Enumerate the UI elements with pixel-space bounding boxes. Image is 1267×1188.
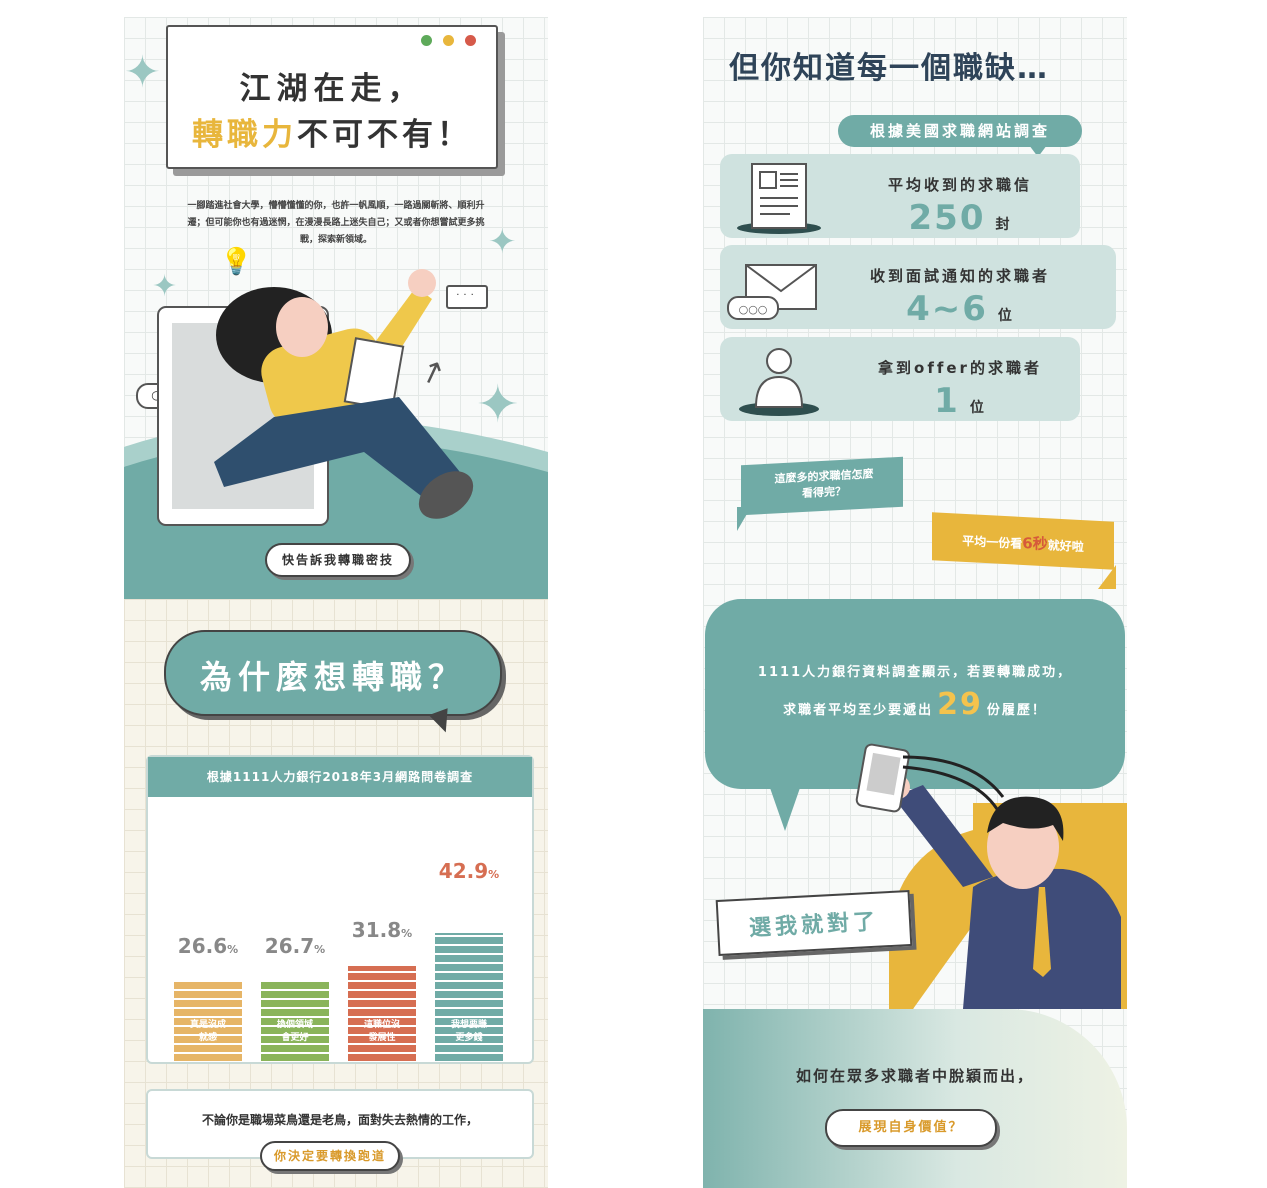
hero-intro-text: 一腳踏進社會大學，懵懵懂懂的你，也許一帆風順，一路過關斬將、順利升遷；但可能你也… <box>187 201 485 245</box>
right-infographic-panel: 但你知道每一個職缺… 根據美國求職網站調查 平均收到的求職信 250 封 ○○○ … <box>703 17 1127 1188</box>
chart-bar: 換個領域會更好 <box>261 982 329 1061</box>
hero-title-line2: 轉職力不可不有！ <box>168 109 496 154</box>
closing-section: 如何在眾多求職者中脫穎而出， <box>703 1009 1127 1188</box>
stat-value: 4~6 位 <box>840 289 1080 329</box>
chart-value-label: 26.7% <box>264 934 326 958</box>
person-icon <box>739 348 819 416</box>
footer-text: 不論你是職場菜鳥還是老鳥，面對失去熱情的工作， <box>201 1113 478 1127</box>
why-heading: 為什麼想轉職？ <box>199 658 466 696</box>
bank-line1: 1111人力銀行資料調查顯示，若要轉職成功， <box>757 665 1073 680</box>
stat-number: 250 <box>908 198 986 238</box>
hero-section: ✦ ✦ ✦ ✦ 江湖在走， 轉職力不可不有！ 一腳踏進社會大學，懵懵懂懂的你，也… <box>124 17 548 599</box>
chat-dots-icon: ··· <box>446 285 488 309</box>
window-dot-red <box>465 35 476 46</box>
stat-unit: 位 <box>969 400 986 416</box>
footer-card: 不論你是職場菜鳥還是老鳥，面對失去熱情的工作， <box>146 1089 534 1159</box>
answer-bubble: 平均一份看6秒就好啦 <box>932 512 1114 570</box>
chart-bar: 真是沒成就感 <box>174 982 242 1061</box>
bank-line2-suffix: 份履歷！ <box>986 703 1047 718</box>
question-text: 這麼多的求職信怎麼看得完？ <box>774 467 874 501</box>
closing-text: 如何在眾多求職者中脫穎而出， <box>795 1067 1034 1085</box>
hero-title-rest: 不可不有！ <box>297 117 472 153</box>
envelope-icon: ○○○ <box>727 264 817 320</box>
pick-me-sign: 選我就對了 <box>715 889 913 957</box>
window-dot-yellow <box>443 35 454 46</box>
cta-change-track-button[interactable]: 你決定要轉換跑道 <box>260 1141 400 1171</box>
stat-card-interviews: ○○○ 收到面試通知的求職者 4~6 位 <box>720 245 1116 329</box>
window-dot-green <box>421 35 432 46</box>
lightbulb-icon: 💡 <box>220 247 253 277</box>
sparkle-icon: ✦ <box>476 375 520 435</box>
chart-bar-label: 我想要賺更多錢 <box>450 1020 487 1043</box>
why-heading-bubble: 為什麼想轉職？ <box>164 630 502 716</box>
woman-running-illustration <box>157 269 474 526</box>
hero-title-line1: 江湖在走， <box>239 71 425 107</box>
chart-bar: 我想要賺更多錢 <box>435 933 503 1061</box>
right-heading: 但你知道每一個職缺… <box>729 51 1049 86</box>
bar-chart: 真是沒成就感 26.6% 換個領域會更好 26.7% 這職位沒發展性 31.8% 我想要賺更… <box>172 799 512 1061</box>
stat-label: 平均收到的求職信 <box>887 176 1032 194</box>
bank-number: 29 <box>937 687 983 722</box>
why-change-section: 為什麼想轉職？ 根據1111人力銀行2018年3月網路問卷調查 真是沒成就感 26… <box>124 599 548 1188</box>
chart-bar: 這職位沒發展性 <box>348 966 416 1061</box>
answer-suffix: 就好啦 <box>1047 538 1084 555</box>
stat-card-applications: 平均收到的求職信 250 封 <box>720 154 1080 238</box>
sparkle-icon: ✦ <box>488 222 517 262</box>
stat-unit: 位 <box>997 308 1014 324</box>
answer-highlight: 6秒 <box>1022 533 1048 554</box>
chart-value-label: 42.9% <box>438 859 500 883</box>
bank-bubble-tail <box>769 785 801 831</box>
left-infographic-panel: ✦ ✦ ✦ ✦ 江湖在走， 轉職力不可不有！ 一腳踏進社會大學，懵懵懂懂的你，也… <box>124 17 548 1188</box>
cta-transfer-secrets-button[interactable]: 快告訴我轉職密技 <box>265 543 411 577</box>
chart-value-label: 26.6% <box>177 934 239 958</box>
stat-unit: 封 <box>995 217 1012 233</box>
chart-bar-label: 真是沒成就感 <box>189 1020 226 1043</box>
hero-title-highlight: 轉職力 <box>192 117 297 153</box>
bank-line2-prefix: 求職者平均至少要遞出 <box>783 703 934 718</box>
question-bubble: 這麼多的求職信怎麼看得完？ <box>741 456 903 516</box>
stat-label: 收到面試通知的求職者 <box>869 267 1050 285</box>
bank-line2: 求職者平均至少要遞出 29 份履歷！ <box>705 687 1125 722</box>
title-window: 江湖在走， 轉職力不可不有！ <box>166 25 498 169</box>
document-icon <box>737 163 821 234</box>
pick-me-text: 選我就對了 <box>748 909 880 942</box>
cta-show-value-button[interactable]: 展現自身價值？ <box>825 1109 997 1147</box>
question-bubble-tail <box>737 507 751 531</box>
stat-value: 250 封 <box>840 198 1080 238</box>
sparkle-icon: ✦ <box>124 47 161 98</box>
chart-bar-label: 這職位沒發展性 <box>363 1020 400 1043</box>
survey-chart-card: 根據1111人力銀行2018年3月網路問卷調查 真是沒成就感 26.6% 換個領域會… <box>146 755 534 1064</box>
stat-label: 拿到offer的求職者 <box>878 359 1042 377</box>
chart-value-label: 31.8% <box>351 918 413 942</box>
answer-prefix: 平均一份看 <box>962 533 1023 551</box>
sparkle-icon: ✦ <box>152 269 178 304</box>
answer-bubble-tail <box>1098 565 1116 589</box>
svg-text:○○○: ○○○ <box>739 303 768 316</box>
survey-title: 根據1111人力銀行2018年3月網路問卷調查 <box>148 757 532 797</box>
man-holding-phone-illustration <box>855 743 1127 1009</box>
source-tag: 根據美國求職網站調查 <box>838 115 1082 147</box>
stat-number: 1 <box>934 381 960 421</box>
answer-text: 平均一份看6秒就好啦 <box>932 527 1114 558</box>
chart-bar-label: 換個領域會更好 <box>276 1020 313 1043</box>
stat-number: 4~6 <box>906 289 988 329</box>
